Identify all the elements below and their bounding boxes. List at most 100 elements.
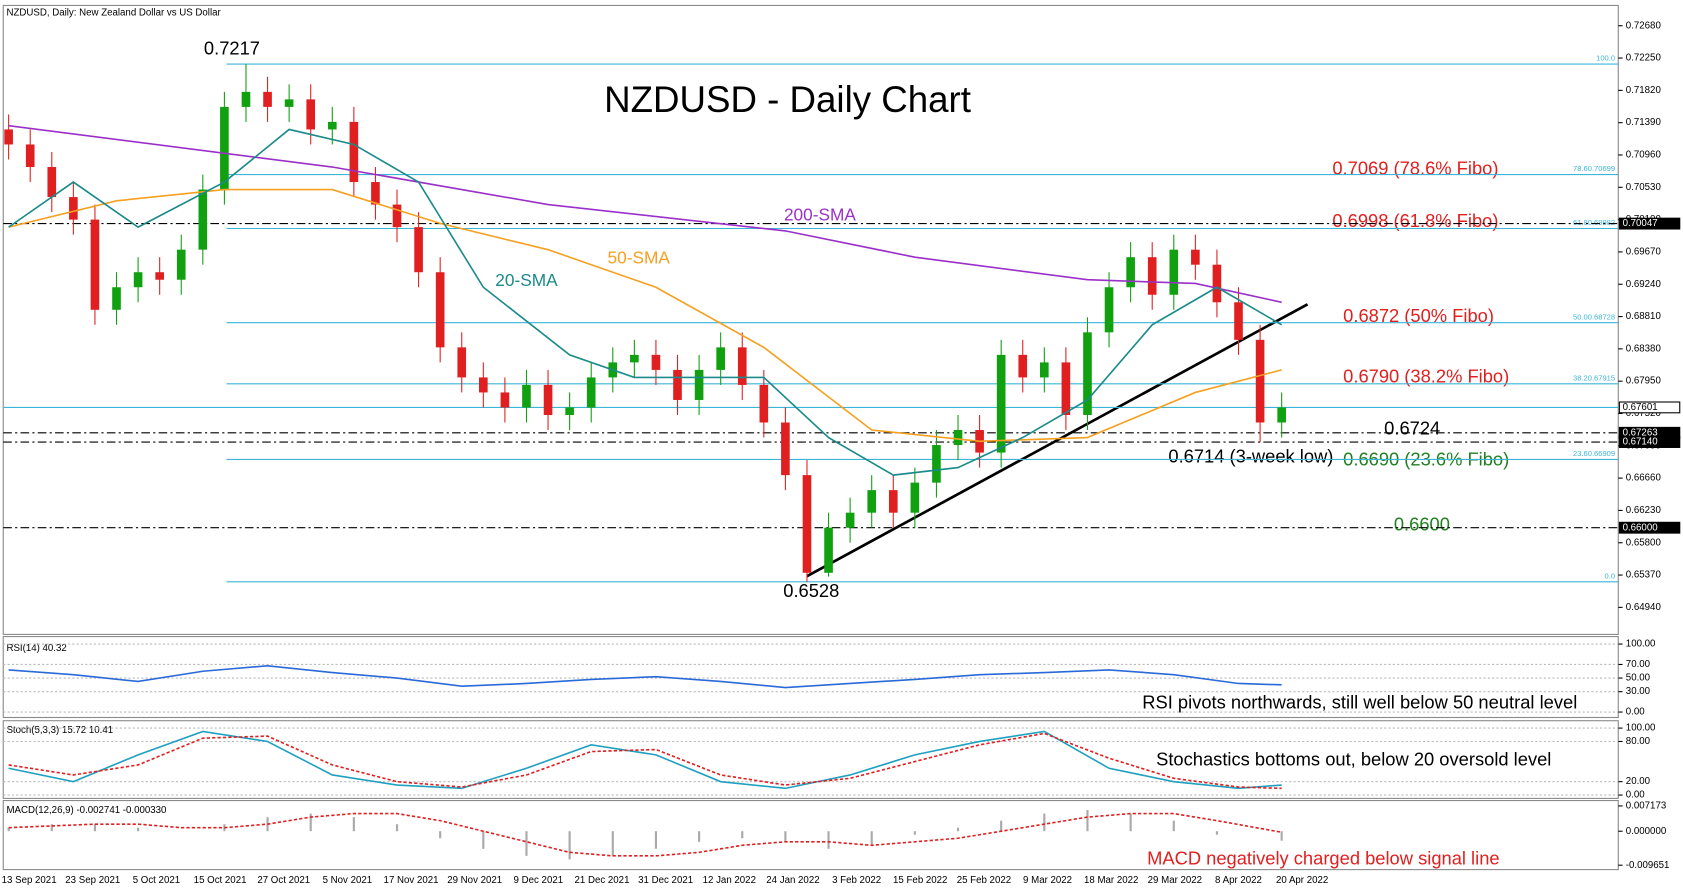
candle-body	[133, 272, 143, 288]
x-tick-label: 29 Mar 2022	[1148, 875, 1202, 886]
y-tick-label: 50.00	[1626, 673, 1651, 684]
macd-panel	[2, 800, 1619, 871]
annotation: 0.6790 (38.2% Fibo)	[1343, 365, 1509, 386]
candle-body	[996, 354, 1006, 453]
annotation: 0.6600	[1394, 513, 1450, 534]
candle-body	[1234, 302, 1243, 340]
candle-body	[522, 384, 531, 408]
header: NZDUSD, Daily: New Zealand Dollar vs US …	[6, 8, 221, 19]
candle-body	[1104, 287, 1114, 333]
candle-body	[781, 422, 790, 476]
annotation: 0.6714 (3-week low)	[1168, 445, 1333, 466]
y-tick-label: 0.71820	[1626, 85, 1662, 96]
macd-bar	[698, 831, 701, 842]
y-tick-label: 0.00	[1626, 790, 1645, 801]
macd-signal	[8, 812, 1282, 857]
candle-body	[306, 99, 316, 130]
y-tick-label: 100.00	[1626, 723, 1656, 734]
macd-bar	[482, 831, 485, 849]
macd-title: MACD(12,26,9) -0.002741 -0.000330	[6, 805, 167, 816]
macd-bar	[1215, 831, 1219, 835]
candle-body	[1040, 362, 1049, 378]
macd-bar	[870, 831, 873, 846]
candle-body	[25, 144, 35, 168]
candle-body	[1277, 407, 1286, 423]
candle-body	[457, 347, 467, 378]
x-tick-label: 9 Mar 2022	[1023, 875, 1072, 886]
x-tick-label: 5 Nov 2021	[323, 875, 373, 886]
y-tick-label: 0.68380	[1626, 343, 1662, 354]
legend-label: 200-SMA	[784, 204, 856, 224]
y-tick-label: 0.007173	[1626, 801, 1666, 812]
candle-body	[932, 445, 941, 483]
macd-bar	[50, 824, 53, 832]
candle-body	[176, 249, 186, 280]
candle-body	[112, 287, 121, 310]
fib-label: 0.0	[1605, 571, 1616, 580]
stoch-signal	[8, 732, 1282, 790]
candle-body	[263, 91, 272, 107]
annotation: 0.7069 (78.6% Fibo)	[1332, 157, 1498, 178]
y-tick-label: 0.64940	[1626, 602, 1662, 613]
x-tick-label: 15 Oct 2021	[194, 875, 247, 886]
stoch-title: Stoch(5,3,3) 15.72 10.41	[6, 725, 113, 736]
macd-bar	[525, 831, 528, 856]
price-panel	[2, 4, 1619, 635]
candle-body	[802, 475, 812, 573]
candle-body	[1061, 362, 1071, 415]
price-tag: 0.70047	[1623, 218, 1658, 229]
fib-label: 23.60.66909	[1573, 449, 1615, 458]
y-tick-label: 0.67520	[1626, 408, 1662, 419]
legend-label: 20-SMA	[495, 270, 558, 290]
y-tick-label: -0.009651	[1626, 860, 1670, 871]
x-tick-label: 12 Jan 2022	[703, 875, 756, 886]
trendline	[806, 303, 1309, 578]
price-tag: 0.67263	[1623, 427, 1658, 438]
macd-bar	[1280, 831, 1283, 841]
price-tag-box	[1618, 401, 1681, 414]
rsi-panel	[2, 636, 1619, 719]
y-tick-label: 0.67950	[1626, 376, 1662, 387]
x-tick-label: 9 Dec 2021	[514, 875, 564, 886]
macd-bar	[1043, 813, 1046, 832]
y-tick-label: 30.00	[1626, 686, 1651, 697]
candle-body	[1255, 339, 1265, 423]
candle-body	[392, 204, 402, 228]
y-tick-label: 80.00	[1626, 736, 1651, 747]
y-tick-label: 0.70530	[1626, 182, 1662, 193]
rsi-note: RSI pivots northwards, still well below …	[1142, 691, 1577, 712]
macd-note: MACD negatively charged below signal lin…	[1147, 848, 1500, 869]
macd-bar	[1000, 820, 1003, 832]
y-tick-label: 0.000000	[1626, 826, 1667, 837]
y-tick-label: 0.69240	[1626, 279, 1662, 290]
sma-line	[8, 128, 1283, 476]
x-tick-label: 18 Mar 2022	[1084, 875, 1138, 886]
candle-body	[586, 377, 596, 408]
x-tick-label: 24 Jan 2022	[766, 875, 819, 886]
price-tag-box	[1618, 217, 1681, 230]
macd-bar	[352, 817, 355, 832]
candle-body	[90, 219, 100, 310]
candle-body	[651, 354, 661, 370]
candle-body	[759, 384, 769, 423]
stoch-main	[8, 730, 1282, 790]
price-tag-box	[1618, 436, 1681, 448]
y-tick-label: 0.66230	[1626, 505, 1662, 516]
macd-bar	[7, 827, 10, 832]
x-tick-label: 17 Nov 2021	[384, 875, 439, 886]
candle-body	[910, 482, 920, 513]
candle-body	[824, 527, 833, 573]
x-tick-label: 25 Feb 2022	[957, 875, 1011, 886]
macd-bar	[309, 813, 312, 832]
y-tick-label: 0.65800	[1626, 537, 1662, 548]
fib-label: 38.20.67915	[1573, 373, 1615, 382]
rsi-line	[8, 664, 1282, 689]
candle-body	[737, 347, 747, 385]
candle-body	[630, 354, 639, 363]
candle-body	[1018, 354, 1028, 378]
macd-bar	[93, 824, 97, 832]
candle-body	[1126, 257, 1135, 288]
candle-body	[1169, 249, 1179, 295]
y-tick-label: 0.66660	[1626, 473, 1662, 484]
candle-body	[371, 182, 380, 205]
